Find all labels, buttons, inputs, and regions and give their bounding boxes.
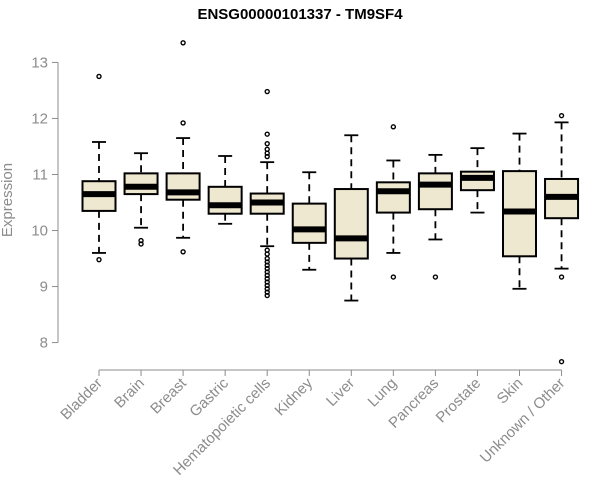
y-tick-label: 8 — [40, 335, 48, 352]
y-tick-label: 9 — [40, 279, 48, 296]
outlier-point — [264, 292, 270, 299]
outlier-point — [264, 251, 270, 257]
y-tick-label: 12 — [31, 110, 48, 127]
outlier-point — [558, 112, 565, 119]
box-hematopoietic-cells — [249, 88, 285, 299]
box-body — [459, 170, 495, 192]
box-pancreas — [417, 153, 453, 280]
box-body — [165, 172, 201, 201]
box-body — [207, 185, 243, 215]
x-tick-label: Liver — [323, 375, 358, 410]
outlier-point — [264, 88, 270, 95]
chart-title: ENSG00000101337 - TM9SF4 — [197, 6, 403, 23]
x-tick-label: Prostate — [433, 375, 485, 427]
box-kidney — [291, 171, 327, 271]
outlier-point — [390, 274, 397, 280]
outlier-point — [138, 241, 144, 247]
outlier-point — [390, 124, 397, 130]
box-body — [375, 181, 411, 214]
box-body — [417, 172, 453, 211]
outlier-point — [558, 274, 565, 280]
outlier-point — [96, 256, 102, 263]
y-tick-label: 10 — [31, 223, 48, 240]
y-axis-title: Expression — [0, 163, 16, 237]
box-body — [291, 202, 327, 244]
outlier-point — [180, 249, 186, 255]
x-tick-label: Brain — [111, 375, 148, 412]
box-unknown-other — [544, 112, 580, 365]
box-liver — [333, 134, 369, 302]
y-axis: 8 9 10 11 12 13 — [31, 54, 59, 352]
outlier-point — [96, 73, 102, 80]
x-tick-label: Skin — [494, 375, 527, 408]
box-series — [81, 40, 580, 365]
box-lung — [375, 124, 411, 280]
outlier-point — [432, 274, 439, 280]
box-prostate — [459, 147, 495, 214]
x-tick-label: Breast — [147, 374, 190, 417]
box-body — [123, 172, 159, 196]
box-breast — [165, 40, 201, 255]
x-tick-label: Kidney — [272, 374, 317, 419]
outlier-point — [180, 40, 186, 46]
outlier-point — [558, 358, 565, 365]
y-tick-label: 13 — [31, 54, 48, 71]
outlier-point — [180, 120, 186, 126]
y-tick-label: 11 — [32, 166, 48, 183]
outlier-point — [264, 140, 270, 147]
box-skin — [502, 132, 537, 290]
box-bladder — [81, 73, 117, 263]
outlier-point — [264, 153, 270, 160]
box-gastric — [207, 155, 243, 225]
box-body — [333, 188, 369, 260]
box-brain — [123, 152, 159, 247]
x-tick-label: Lung — [365, 375, 401, 411]
x-tick-label: Bladder — [57, 375, 106, 424]
outlier-point — [264, 131, 270, 137]
